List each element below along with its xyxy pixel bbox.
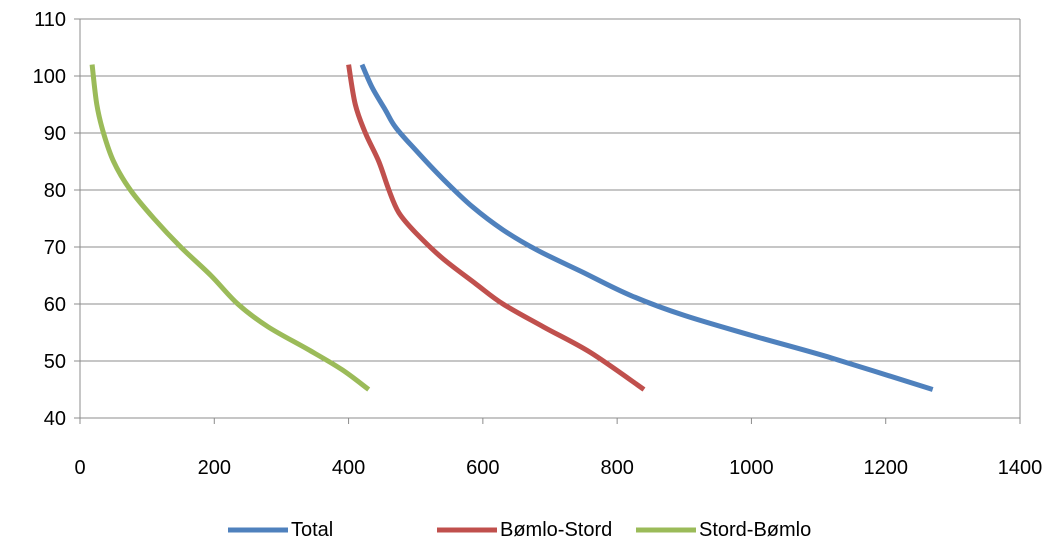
x-tick-label: 1200 [863, 457, 908, 479]
axes: 40 50 60 70 80 90 100 110 0 200 400 600 800 1000 1200 1… [33, 9, 1043, 479]
grid [80, 18, 1020, 362]
x-tick-label: 0 [74, 457, 85, 479]
y-tick-label: 60 [44, 294, 66, 316]
legend-label-b-mlo-stord: Bømlo-Stord [500, 519, 612, 541]
legend-label-total: Total [291, 519, 333, 541]
legend: Total Bømlo-Stord Stord-Bømlo [228, 519, 811, 541]
y-tick-label: 50 [44, 351, 66, 373]
x-tick-label: 800 [600, 457, 633, 479]
y-tick-label: 90 [44, 123, 66, 145]
series-lines [89, 63, 934, 392]
x-tick-label: 400 [332, 457, 365, 479]
y-tick-label: 110 [34, 9, 66, 31]
y-tick-label: 100 [33, 66, 66, 88]
x-tick-label: 200 [198, 457, 231, 479]
y-tick-label: 80 [44, 180, 66, 202]
series-line-b-mlo-stord [346, 64, 646, 392]
x-tick-label: 1000 [729, 457, 774, 479]
series-line-total [359, 63, 934, 392]
y-tick-label: 70 [44, 237, 66, 259]
y-tick-label: 40 [44, 408, 66, 430]
series-line-stord-b-mlo [89, 64, 371, 392]
x-tick-label: 600 [466, 457, 499, 479]
x-tick-label: 1400 [998, 457, 1043, 479]
legend-label-stord-b-mlo: Stord-Bømlo [699, 519, 811, 541]
